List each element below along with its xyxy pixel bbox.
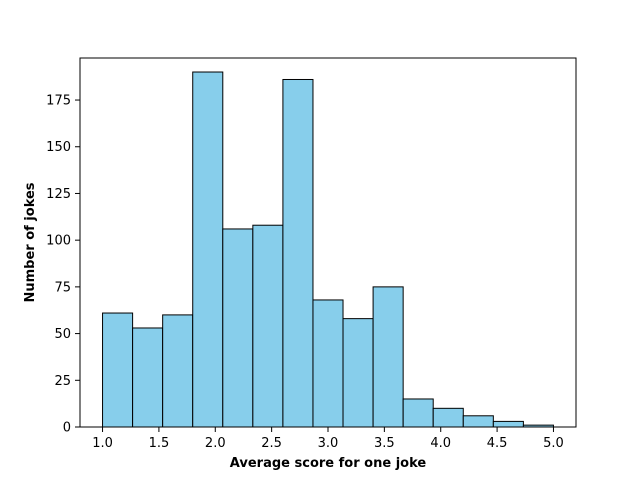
x-tick-label: 2.0 bbox=[205, 436, 226, 451]
x-tick-label: 1.0 bbox=[92, 436, 113, 451]
x-tick-label: 4.0 bbox=[430, 436, 451, 451]
histogram-bar-13 bbox=[462, 415, 494, 428]
x-tick-label: 2.5 bbox=[261, 436, 282, 451]
histogram-bar-14 bbox=[492, 420, 524, 428]
histogram-bar-7 bbox=[282, 78, 314, 428]
x-tick-label: 5.0 bbox=[543, 436, 564, 451]
y-tick-label: 25 bbox=[54, 374, 71, 389]
y-tick-label: 100 bbox=[46, 234, 71, 249]
y-tick-label: 125 bbox=[46, 187, 71, 202]
histogram-bar-1 bbox=[102, 312, 134, 428]
y-tick-label: 150 bbox=[46, 140, 71, 155]
x-axis-label: Average score for one joke bbox=[230, 456, 427, 471]
x-tick-label: 4.5 bbox=[487, 436, 508, 451]
y-tick-label: 0 bbox=[63, 421, 71, 436]
histogram-bar-12 bbox=[432, 407, 464, 428]
x-tick-label: 3.5 bbox=[374, 436, 395, 451]
histogram-bar-11 bbox=[402, 398, 434, 428]
plot-frame bbox=[79, 57, 577, 428]
histogram-bar-2 bbox=[132, 327, 164, 428]
y-axis-label: Number of jokes bbox=[23, 182, 38, 302]
x-ticks-group: 1.0 1.5 2.0 2.5 3.0 3.5 4.0 4.5 5.0 bbox=[92, 427, 564, 451]
histogram-bar-5 bbox=[222, 228, 254, 428]
x-tick-label: 3.0 bbox=[318, 436, 339, 451]
histogram-bar-3 bbox=[162, 314, 194, 428]
y-ticks-group: 0 25 50 75 100 125 150 175 bbox=[46, 94, 80, 436]
bars-group bbox=[102, 71, 554, 428]
histogram-bar-4 bbox=[192, 71, 224, 428]
histogram-bar-10 bbox=[372, 286, 404, 428]
y-tick-label: 50 bbox=[54, 327, 71, 342]
y-tick-label: 175 bbox=[46, 94, 71, 109]
histogram-bar-8 bbox=[312, 299, 344, 428]
histogram-bar-6 bbox=[252, 224, 284, 428]
x-tick-label: 1.5 bbox=[149, 436, 170, 451]
y-tick-label: 75 bbox=[54, 280, 71, 295]
histogram-bar-9 bbox=[342, 318, 374, 428]
